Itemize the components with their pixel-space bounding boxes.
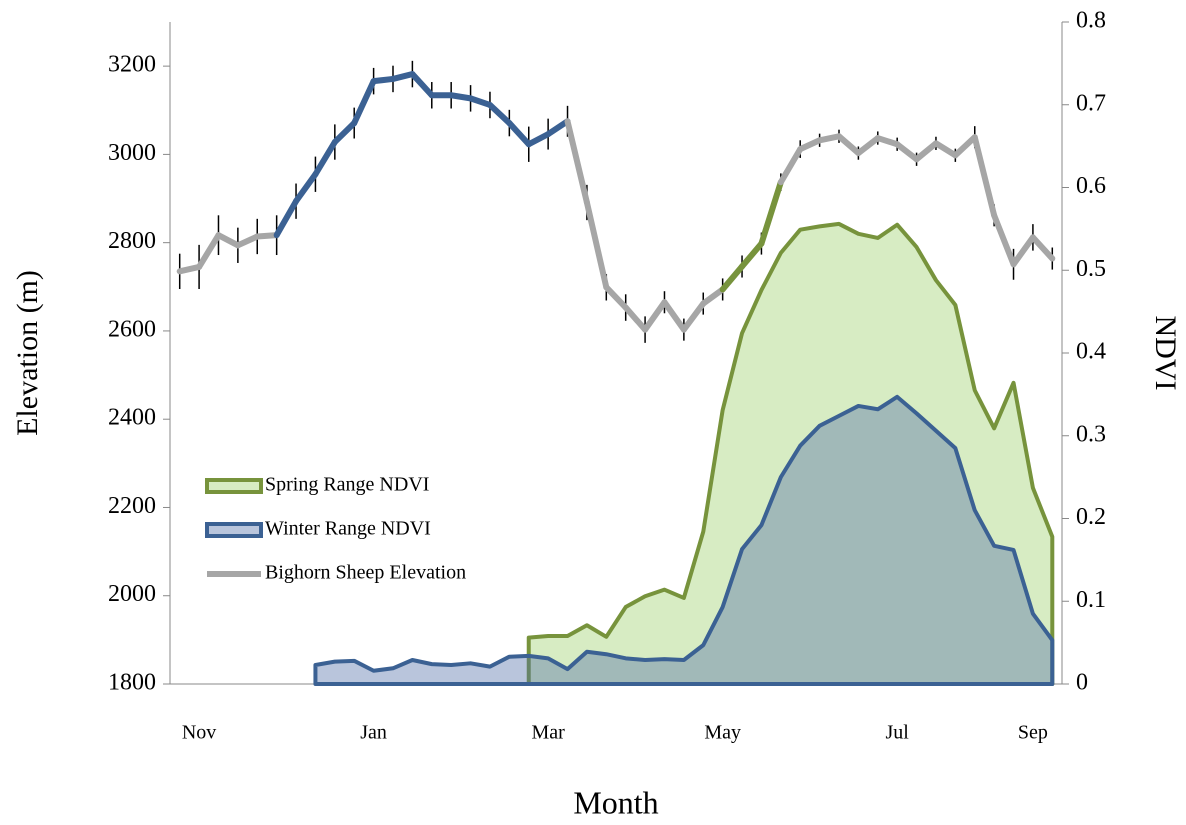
area-outline bbox=[526, 221, 1055, 686]
line-segment bbox=[564, 118, 590, 206]
line-segment bbox=[952, 134, 978, 159]
y-tick-label: 2200 bbox=[108, 493, 156, 519]
line-segment bbox=[176, 263, 203, 275]
y-tick-label: 3200 bbox=[108, 52, 156, 78]
y2-tick-label: 0.7 bbox=[1076, 90, 1106, 116]
line-segment bbox=[816, 133, 842, 144]
line-segment bbox=[331, 120, 358, 146]
area-outline bbox=[313, 394, 1055, 686]
line-segment bbox=[448, 92, 474, 102]
line-segment bbox=[991, 212, 1017, 268]
legend-label: Spring Range NDVI bbox=[265, 474, 429, 496]
y2-tick-label: 0.4 bbox=[1076, 339, 1106, 365]
line-segment bbox=[739, 240, 765, 270]
line-segment bbox=[196, 232, 222, 270]
line-segment bbox=[293, 171, 319, 205]
y2-tick-label: 0.3 bbox=[1076, 421, 1106, 447]
line-segment bbox=[894, 141, 920, 163]
line-segment bbox=[836, 133, 862, 157]
legend-label: Bighorn Sheep Elevation bbox=[265, 562, 466, 584]
line-segment bbox=[971, 134, 998, 219]
legend-swatch bbox=[205, 478, 263, 494]
line-segment bbox=[874, 135, 901, 148]
x-axis-title: Month bbox=[573, 784, 658, 820]
line-segment bbox=[583, 199, 610, 291]
legend-label: Winter Range NDVI bbox=[265, 518, 431, 540]
line-segment bbox=[758, 179, 784, 247]
line-segment bbox=[351, 78, 377, 127]
y2-tick-label: 0.8 bbox=[1076, 8, 1106, 34]
line-segment bbox=[312, 139, 338, 178]
y2-axis-title: NDVI bbox=[1149, 316, 1182, 391]
y-tick-label: 2600 bbox=[108, 316, 156, 342]
x-tick-label: Jul bbox=[886, 722, 910, 744]
line-segment bbox=[506, 120, 532, 148]
line-segment bbox=[254, 232, 280, 240]
y-tick-label: 2800 bbox=[108, 228, 156, 254]
line-segment bbox=[661, 299, 687, 333]
x-tick-label: May bbox=[704, 722, 741, 744]
line-segment bbox=[525, 131, 552, 148]
line-segment bbox=[622, 304, 649, 333]
area-fill bbox=[315, 396, 1053, 684]
line-segment bbox=[234, 233, 261, 249]
y2-tick-label: 0.2 bbox=[1076, 504, 1106, 530]
y2-tick-label: 0.5 bbox=[1076, 256, 1106, 282]
y-tick-label: 2000 bbox=[108, 581, 156, 607]
y-tick-label: 2400 bbox=[108, 405, 156, 431]
x-tick-label: Sep bbox=[1018, 722, 1048, 744]
x-tick-label: Nov bbox=[182, 722, 216, 744]
line-segment bbox=[486, 101, 513, 127]
y2-tick-label: 0.1 bbox=[1076, 587, 1106, 613]
line-segment bbox=[273, 198, 300, 239]
x-tick-label: Jan bbox=[360, 722, 387, 744]
line-segment bbox=[603, 284, 629, 311]
y2-tick-label: 0.6 bbox=[1076, 173, 1106, 199]
line-segment bbox=[215, 232, 241, 249]
line-segment bbox=[642, 299, 668, 333]
y2-tick-label: 0 bbox=[1076, 670, 1088, 696]
y-tick-label: 3000 bbox=[108, 140, 156, 166]
x-tick-label: Mar bbox=[531, 722, 565, 744]
y-tick-label: 1800 bbox=[108, 670, 156, 696]
line-segment bbox=[932, 140, 959, 159]
line-segment bbox=[913, 140, 939, 163]
line-segment bbox=[700, 286, 726, 307]
line-segment bbox=[855, 135, 881, 157]
line-segment bbox=[370, 75, 396, 85]
line-segment bbox=[467, 95, 493, 108]
line-segment bbox=[545, 118, 571, 138]
line-segment bbox=[1010, 234, 1036, 268]
line-segment bbox=[777, 146, 804, 186]
line-segment bbox=[409, 71, 435, 99]
line-segment bbox=[797, 137, 823, 153]
line-segment bbox=[1029, 234, 1056, 262]
legend-swatch bbox=[205, 522, 263, 538]
line-segment bbox=[719, 263, 746, 293]
line-segment bbox=[390, 71, 416, 82]
y-axis-title: Elevation (m) bbox=[11, 270, 44, 436]
line-segment bbox=[680, 300, 707, 333]
area-fill bbox=[528, 223, 1053, 684]
